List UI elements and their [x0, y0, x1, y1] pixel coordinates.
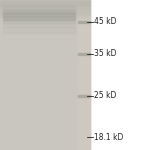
Bar — [3, 13, 75, 14]
Bar — [0, 0, 90, 1]
Text: 45 kD: 45 kD — [94, 17, 117, 26]
Bar — [3, 20, 75, 21]
Bar — [78, 0, 90, 150]
Bar — [3, 5, 75, 6]
Bar — [0, 1, 90, 2]
Bar — [3, 26, 75, 27]
Bar — [0, 6, 90, 7]
Bar — [0, 16, 90, 17]
Bar — [0, 3, 90, 4]
Bar — [0, 15, 90, 16]
Bar — [3, 8, 75, 9]
Bar — [3, 17, 75, 19]
Bar — [3, 16, 75, 17]
Bar — [0, 7, 90, 8]
Bar — [0, 12, 90, 13]
Bar — [0, 5, 90, 6]
Text: 18.1 kD: 18.1 kD — [94, 133, 124, 142]
Bar — [3, 27, 75, 33]
Bar — [3, 19, 75, 20]
Bar — [3, 12, 75, 13]
Bar — [0, 14, 90, 15]
Bar — [3, 10, 75, 12]
Bar — [3, 9, 75, 10]
Bar — [0, 8, 90, 9]
Bar — [0, 11, 90, 12]
Bar — [0, 17, 90, 18]
Text: 35 kD: 35 kD — [94, 50, 117, 58]
Bar — [78, 21, 90, 23]
Bar — [3, 23, 75, 24]
Bar — [0, 10, 90, 11]
Bar — [78, 53, 90, 55]
Bar — [0, 4, 90, 5]
Bar — [3, 21, 75, 23]
Bar — [0, 0, 90, 150]
Text: 25 kD: 25 kD — [94, 92, 117, 100]
Bar — [78, 95, 90, 97]
Bar — [3, 15, 75, 16]
Bar — [3, 24, 75, 26]
Bar — [3, 6, 75, 7]
Bar — [0, 2, 90, 3]
Bar — [0, 13, 90, 14]
Bar — [0, 9, 90, 10]
